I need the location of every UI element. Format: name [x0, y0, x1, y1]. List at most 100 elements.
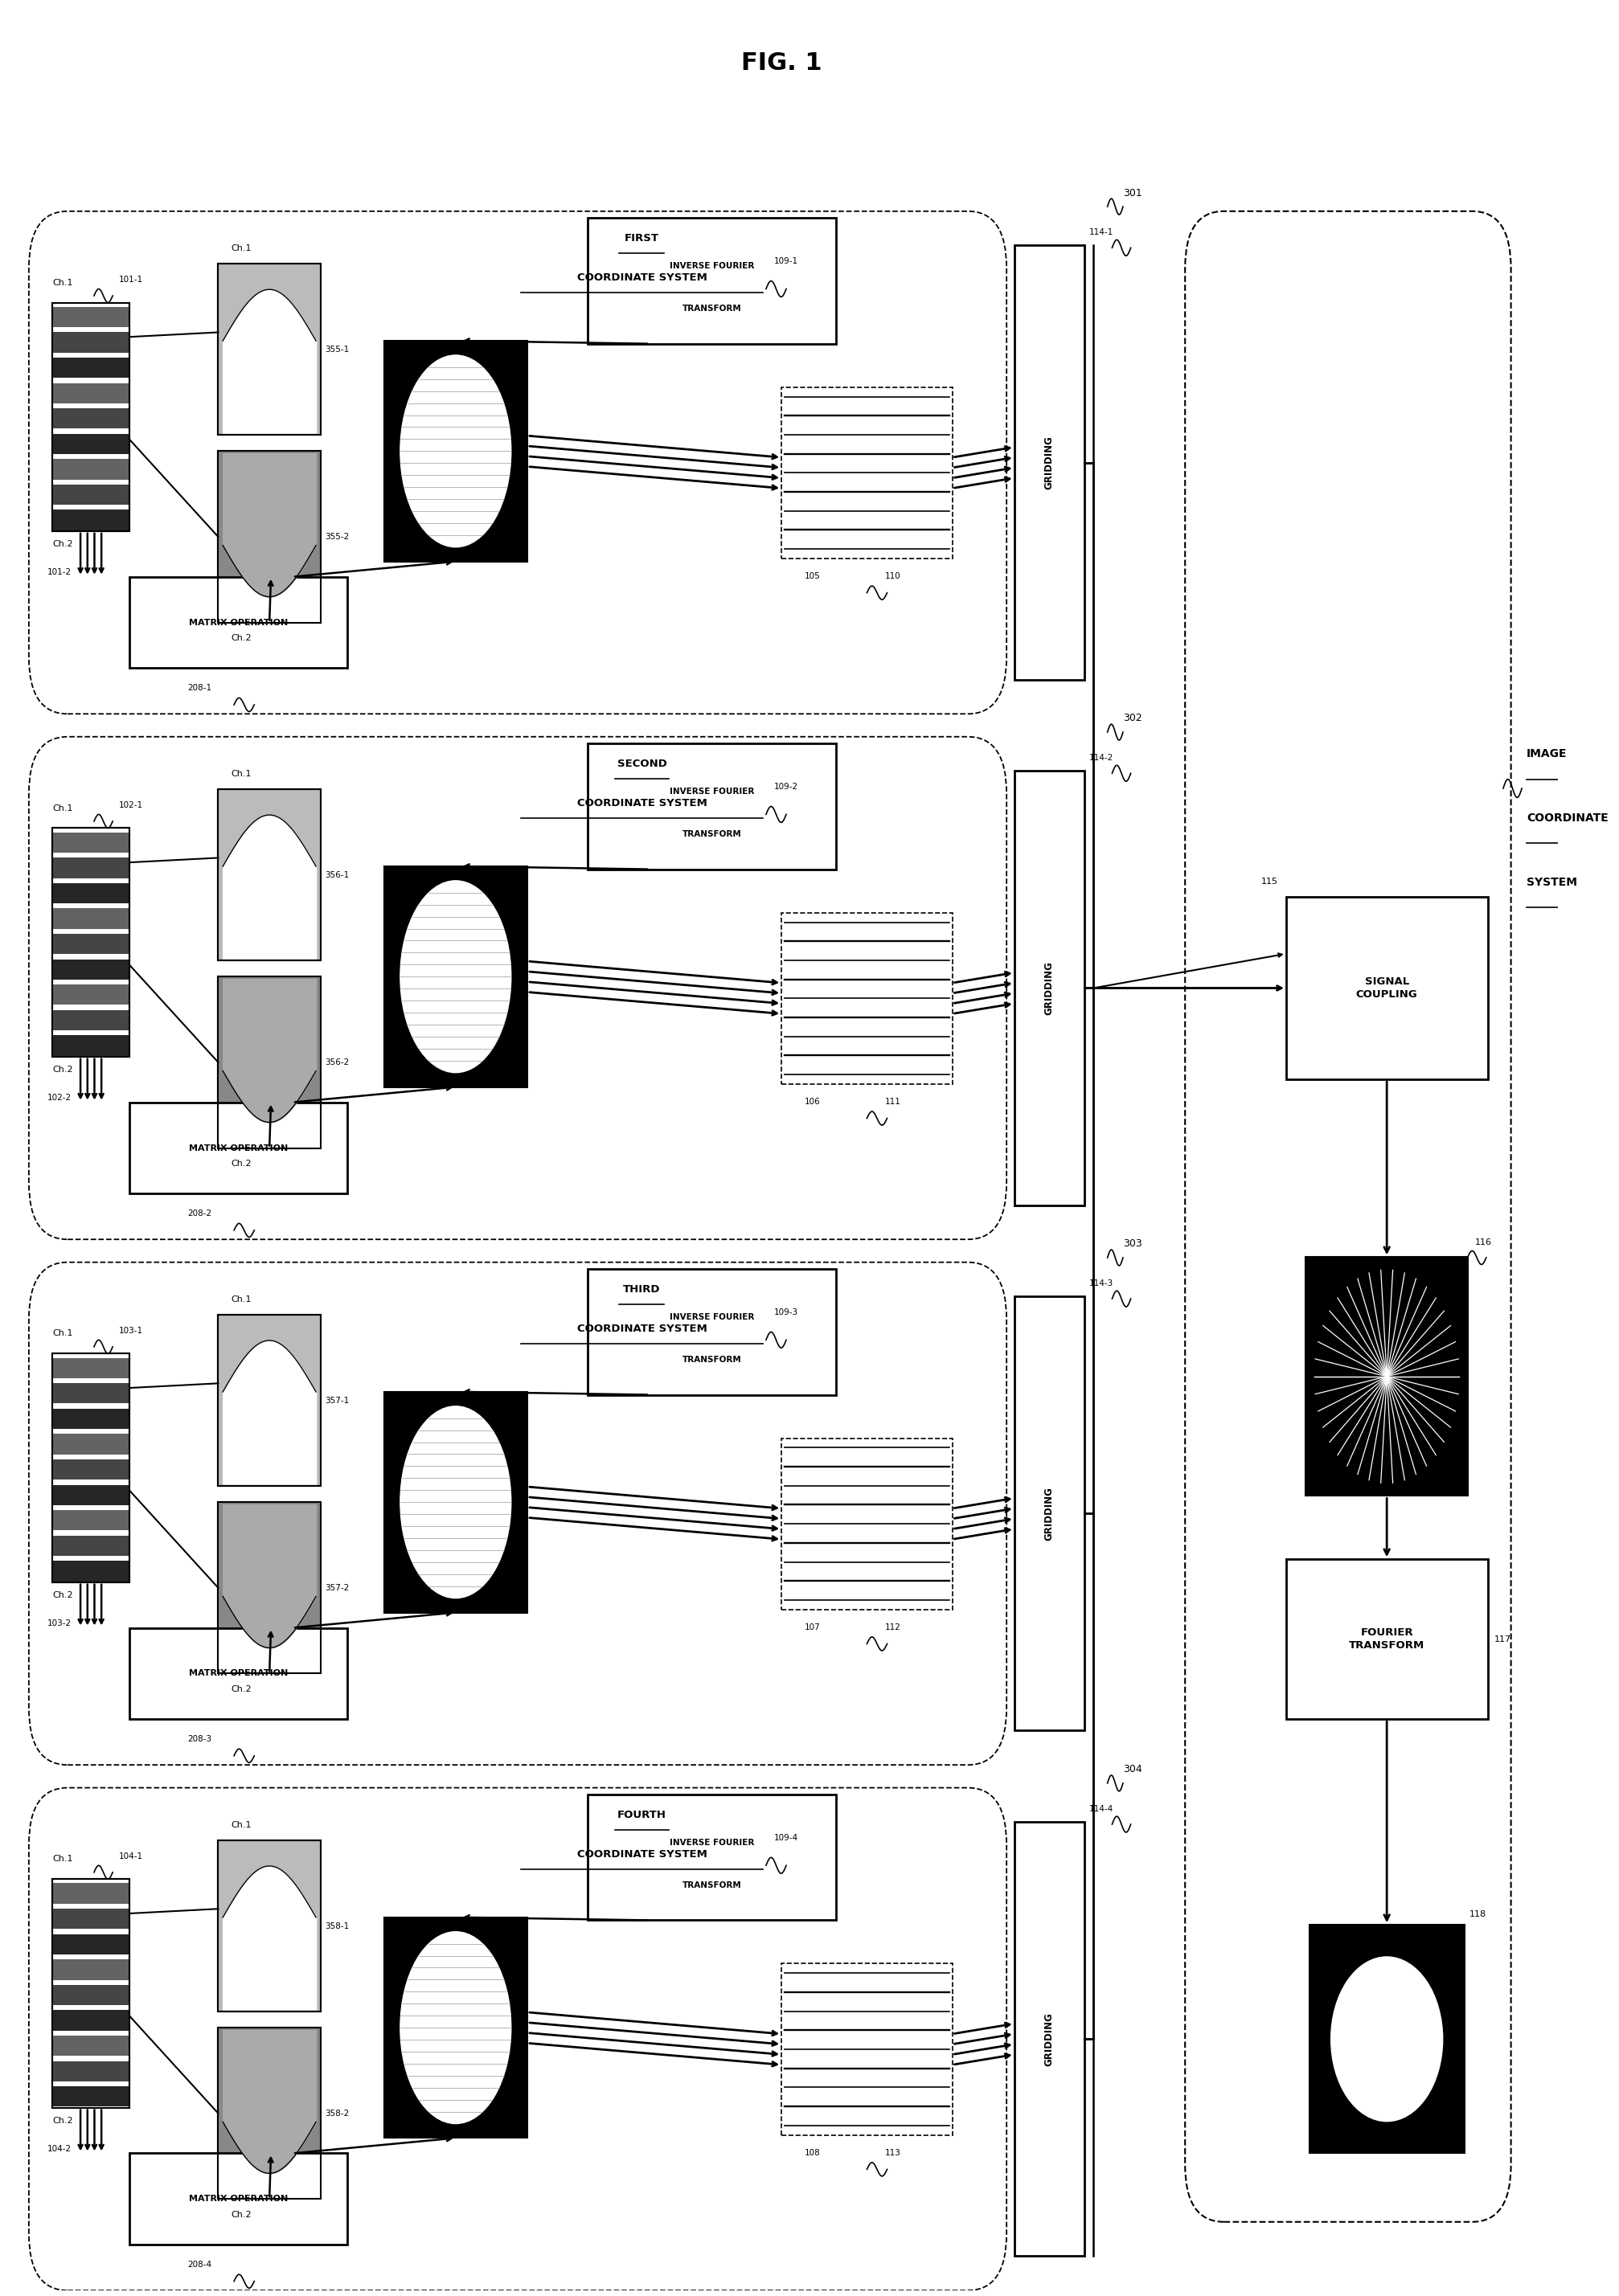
Bar: [53, 358, 128, 379]
FancyBboxPatch shape: [1013, 1823, 1083, 2257]
FancyBboxPatch shape: [219, 1841, 321, 2011]
Text: MATRIX OPERATION: MATRIX OPERATION: [189, 1143, 288, 1153]
Text: COORDINATE SYSTEM: COORDINATE SYSTEM: [576, 1322, 706, 1334]
Text: 357-1: 357-1: [325, 1396, 350, 1405]
Text: COORDINATE SYSTEM: COORDINATE SYSTEM: [576, 797, 706, 808]
FancyBboxPatch shape: [1013, 1297, 1083, 1731]
Text: Ch.2: Ch.2: [53, 2117, 73, 2124]
Text: SYSTEM: SYSTEM: [1525, 877, 1577, 889]
Text: Ch.1: Ch.1: [53, 278, 73, 287]
Text: COORDINATE SYSTEM: COORDINATE SYSTEM: [576, 1848, 706, 1860]
FancyBboxPatch shape: [52, 303, 130, 530]
Text: GRIDDING: GRIDDING: [1044, 1488, 1054, 1541]
Bar: [53, 831, 128, 852]
Text: Ch.1: Ch.1: [53, 804, 73, 813]
Text: 301: 301: [1122, 188, 1141, 197]
Text: 114-3: 114-3: [1088, 1279, 1112, 1288]
Text: 208-1: 208-1: [188, 684, 210, 691]
Text: 101-1: 101-1: [118, 276, 142, 285]
FancyBboxPatch shape: [219, 2027, 321, 2200]
FancyBboxPatch shape: [588, 744, 835, 870]
Text: 115: 115: [1261, 877, 1277, 886]
Text: COORDINATE: COORDINATE: [1525, 813, 1608, 824]
Bar: [53, 1407, 128, 1428]
Text: FOURTH: FOURTH: [617, 1809, 665, 1821]
Text: COORDINATE SYSTEM: COORDINATE SYSTEM: [576, 273, 706, 282]
FancyBboxPatch shape: [130, 1102, 346, 1194]
FancyBboxPatch shape: [219, 790, 321, 960]
Text: TRANSFORM: TRANSFORM: [682, 1355, 742, 1364]
Text: 117: 117: [1493, 1635, 1511, 1644]
Text: 114-1: 114-1: [1088, 227, 1112, 236]
Text: Ch.1: Ch.1: [232, 1821, 251, 1830]
Text: THIRD: THIRD: [623, 1283, 661, 1295]
Text: 109-1: 109-1: [774, 257, 798, 266]
Text: 118: 118: [1468, 1910, 1485, 1917]
FancyBboxPatch shape: [1013, 771, 1083, 1205]
Bar: [53, 2087, 128, 2108]
Text: Ch.2: Ch.2: [53, 1065, 73, 1075]
Ellipse shape: [400, 882, 512, 1072]
Text: 102-1: 102-1: [118, 801, 142, 808]
Text: 102-2: 102-2: [47, 1093, 71, 1102]
Text: IMAGE: IMAGE: [1525, 748, 1566, 760]
Bar: [53, 308, 128, 326]
Text: Ch.1: Ch.1: [232, 243, 251, 253]
Bar: [53, 1357, 128, 1378]
Text: 103-1: 103-1: [118, 1327, 142, 1334]
FancyBboxPatch shape: [588, 1270, 835, 1394]
Text: 104-1: 104-1: [118, 1853, 142, 1860]
Bar: [53, 2062, 128, 2082]
Bar: [53, 1536, 128, 1557]
FancyBboxPatch shape: [782, 914, 952, 1084]
Text: TRANSFORM: TRANSFORM: [682, 1880, 742, 1890]
Text: 355-1: 355-1: [325, 344, 350, 354]
FancyBboxPatch shape: [1308, 1924, 1464, 2154]
Text: FIG. 1: FIG. 1: [742, 51, 821, 73]
Text: 101-2: 101-2: [47, 567, 71, 576]
FancyBboxPatch shape: [52, 1878, 130, 2108]
Bar: [53, 409, 128, 429]
Text: 356-1: 356-1: [325, 870, 350, 879]
Text: 109-3: 109-3: [774, 1309, 798, 1316]
Bar: [53, 1035, 128, 1056]
Ellipse shape: [400, 1405, 512, 1598]
FancyBboxPatch shape: [1305, 1258, 1467, 1497]
FancyBboxPatch shape: [219, 450, 321, 622]
Text: 114-4: 114-4: [1088, 1805, 1112, 1814]
Text: 113: 113: [884, 2149, 900, 2156]
FancyBboxPatch shape: [52, 829, 130, 1056]
Bar: [53, 1382, 128, 1403]
Text: 208-3: 208-3: [188, 1736, 210, 1743]
Text: 356-2: 356-2: [325, 1058, 350, 1065]
Text: 112: 112: [884, 1623, 900, 1630]
Text: 107: 107: [805, 1623, 819, 1630]
Text: FOURIER
TRANSFORM: FOURIER TRANSFORM: [1349, 1628, 1425, 1651]
Text: Ch.2: Ch.2: [232, 1685, 251, 1692]
Bar: [53, 985, 128, 1006]
FancyBboxPatch shape: [588, 1795, 835, 1919]
Text: 358-1: 358-1: [325, 1922, 350, 1931]
Text: Ch.1: Ch.1: [232, 1295, 251, 1304]
Text: INVERSE FOURIER: INVERSE FOURIER: [669, 788, 754, 794]
FancyBboxPatch shape: [384, 1917, 528, 2138]
Text: 109-2: 109-2: [774, 783, 798, 792]
FancyBboxPatch shape: [588, 218, 835, 344]
Circle shape: [1331, 1956, 1443, 2122]
Text: Ch.2: Ch.2: [232, 1159, 251, 1166]
Text: SIGNAL
COUPLING: SIGNAL COUPLING: [1355, 976, 1417, 999]
Text: GRIDDING: GRIDDING: [1044, 2011, 1054, 2066]
Bar: [53, 1010, 128, 1031]
Bar: [53, 2011, 128, 2030]
FancyBboxPatch shape: [219, 1502, 321, 1674]
FancyBboxPatch shape: [219, 1316, 321, 1486]
Text: 110: 110: [884, 572, 900, 581]
Bar: [53, 2037, 128, 2055]
FancyBboxPatch shape: [782, 1963, 952, 2135]
FancyBboxPatch shape: [130, 1628, 346, 1720]
Bar: [53, 960, 128, 980]
FancyBboxPatch shape: [1285, 898, 1486, 1079]
Text: 358-2: 358-2: [325, 2110, 350, 2117]
Bar: [53, 934, 128, 955]
Text: 114-2: 114-2: [1088, 753, 1112, 762]
